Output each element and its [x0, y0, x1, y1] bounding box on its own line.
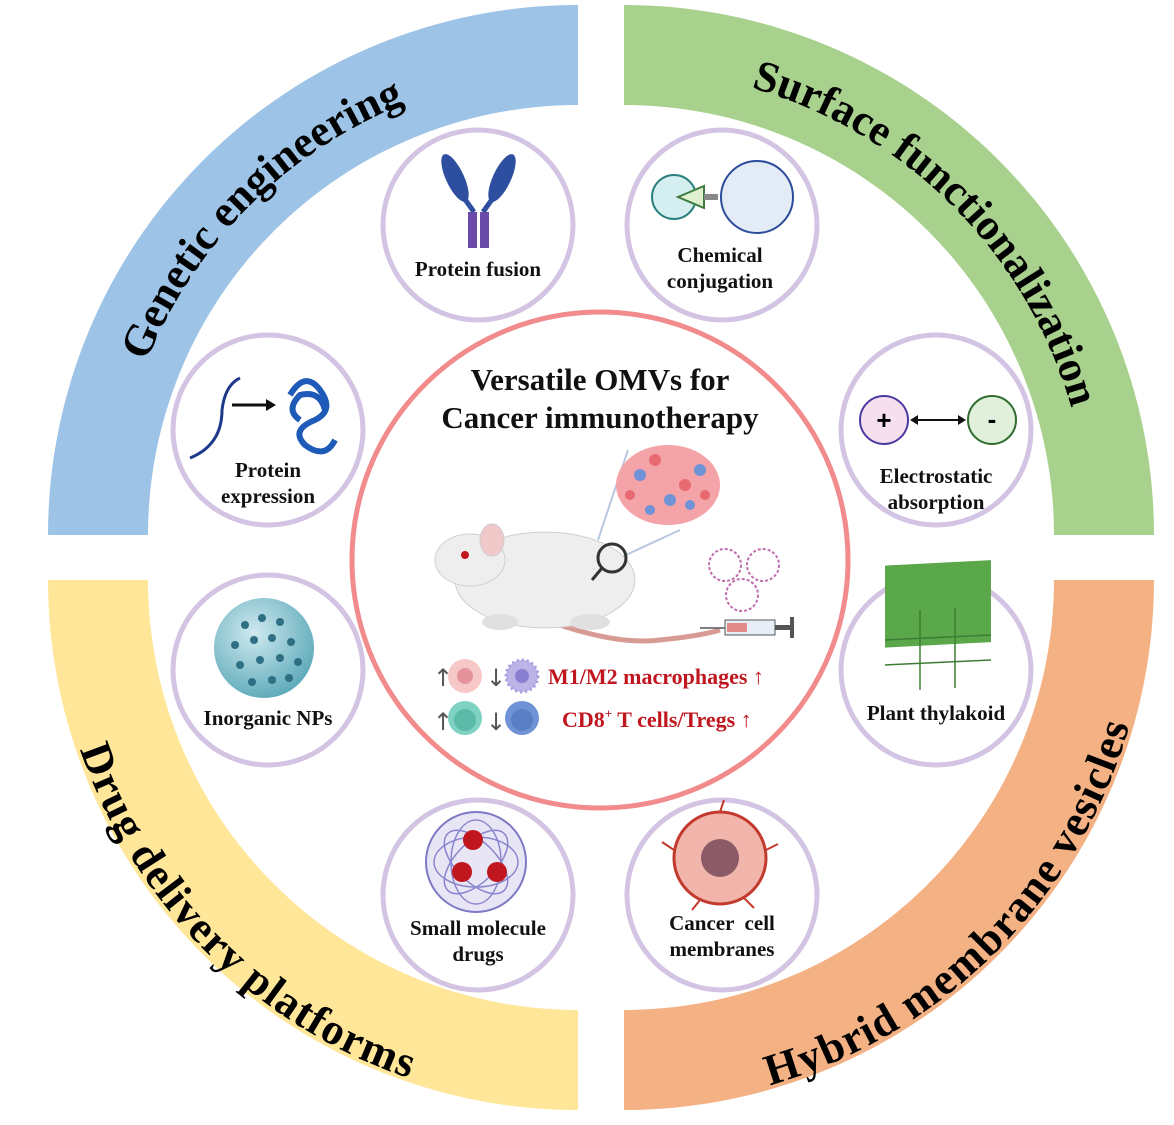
up-arrow-icon: ↑: [433, 708, 453, 736]
up-arrow-icon: ↑: [433, 664, 453, 692]
effect-macrophages: M1/M2 macrophages ↑: [548, 664, 764, 689]
node-label-electrostatic-1: Electrostatic: [880, 464, 993, 488]
node-label-protein-expression-2: expression: [221, 484, 315, 508]
band-surface-functionalization: [624, 5, 1154, 535]
node-ring-electrostatic: [838, 332, 1034, 528]
thylakoid-icon: [884, 560, 992, 690]
node-label-inorganic-nps: Inorganic NPs: [204, 706, 333, 730]
effect-tcells: CD8+ T cells/Tregs ↑: [562, 706, 752, 732]
node-label-protein-fusion: Protein fusion: [415, 257, 542, 281]
node-label-small-molecule-1: Small molecule: [410, 916, 546, 940]
center-title-line2: Cancer immunotherapy: [441, 400, 759, 435]
band-genetic-engineering: [48, 5, 578, 535]
down-arrow-icon: ↓: [486, 664, 506, 692]
node-label-plant-thylakoid: Plant thylakoid: [867, 701, 1006, 725]
charge-attraction-icon: + -: [859, 395, 1017, 445]
syringe-icon: [700, 617, 794, 638]
cancer-cell-icon: [661, 799, 779, 911]
node-label-protein-expression-1: Protein: [235, 458, 301, 482]
omv-vesicles-icon: [708, 548, 780, 612]
nanoparticle-icon: [214, 598, 314, 698]
band-drug-delivery: [48, 580, 578, 1110]
svg-text:+: +: [876, 405, 891, 435]
drug-loaded-particle-icon: [425, 811, 527, 913]
node-label-small-molecule-2: drugs: [452, 942, 503, 966]
macrophage-row: ↑ ↓ M1/M2 macrophages ↑: [433, 658, 764, 694]
center-title-line1: Versatile OMVs for: [471, 362, 730, 397]
node-label-cancer-cell-1: Cancer cell: [669, 911, 775, 935]
conjugation-icon: [651, 160, 794, 234]
node-label-chemical-conjugation-2: conjugation: [667, 269, 774, 293]
node-label-cancer-cell-2: membranes: [670, 937, 775, 961]
svg-text:-: -: [988, 404, 997, 434]
tcell-row: ↑ ↓ CD8+ T cells/Tregs ↑: [433, 701, 752, 736]
node-ring-protein-fusion: [380, 127, 576, 323]
node-label-electrostatic-2: absorption: [888, 490, 985, 514]
band-hybrid-membrane: [624, 580, 1154, 1110]
mouse-icon: [434, 523, 721, 644]
mrna-to-protein-icon: [189, 376, 338, 460]
node-label-chemical-conjugation-1: Chemical: [677, 243, 762, 267]
down-arrow-icon: ↓: [486, 708, 506, 736]
antibody-icon: [441, 154, 516, 248]
